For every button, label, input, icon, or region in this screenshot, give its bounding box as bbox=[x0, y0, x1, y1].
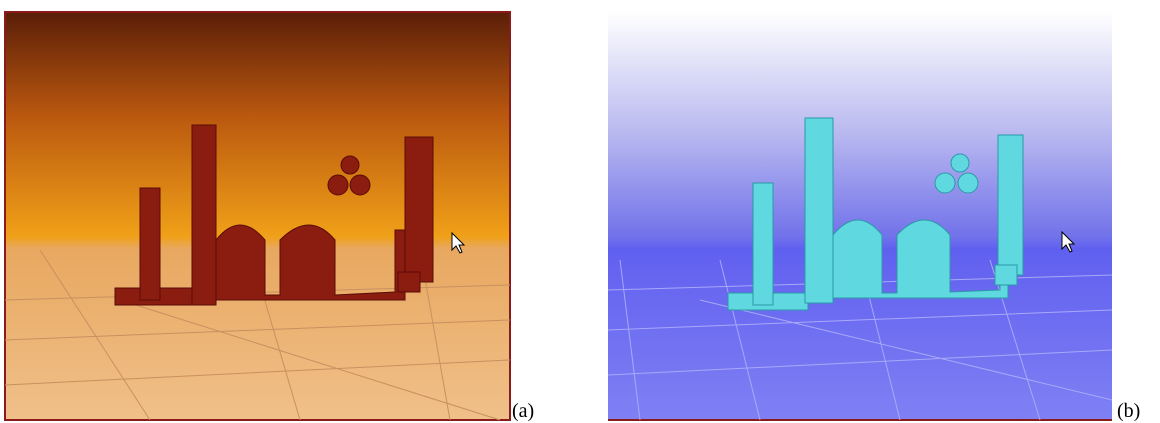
panel-label: (b) bbox=[1117, 400, 1140, 422]
cursor-b bbox=[1061, 230, 1076, 253]
panel-b: (b) bbox=[607, 12, 1140, 422]
panel-a: (a) bbox=[4, 11, 534, 422]
panel-label: (a) bbox=[512, 400, 534, 422]
3d-text-a bbox=[114, 124, 434, 306]
render-a bbox=[4, 11, 511, 421]
cursor-a bbox=[451, 231, 466, 254]
render-b bbox=[608, 12, 1112, 420]
3d-text-b bbox=[727, 117, 1024, 311]
